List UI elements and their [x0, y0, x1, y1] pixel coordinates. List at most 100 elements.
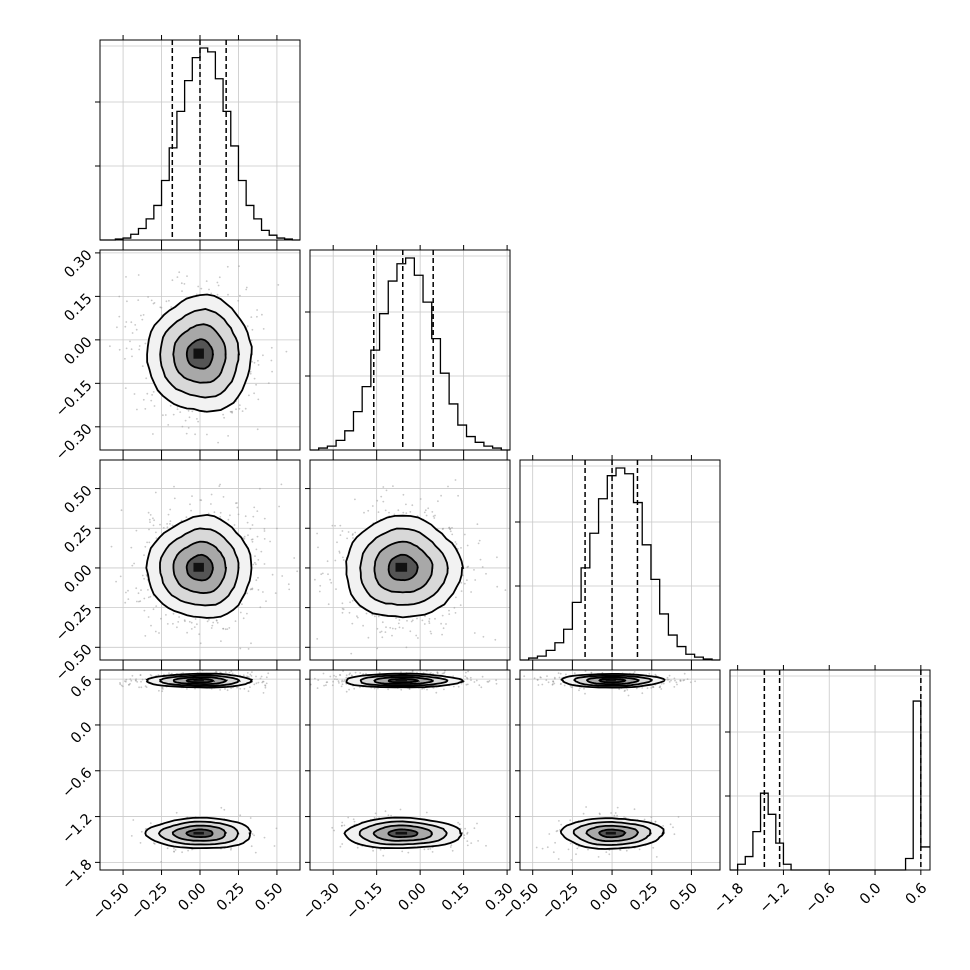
- sample-point: [274, 592, 277, 594]
- y-tick-label: 0.15: [62, 291, 96, 325]
- sample-point: [388, 511, 390, 514]
- contour-line: [145, 513, 253, 619]
- sample-point: [411, 619, 414, 622]
- sample-point: [473, 632, 476, 634]
- contour-line: [358, 820, 448, 846]
- sample-point: [146, 541, 149, 544]
- sample-point: [254, 561, 256, 564]
- sample-point: [481, 566, 484, 568]
- sample-point: [190, 628, 193, 630]
- panel-border: [99, 669, 301, 871]
- sample-point: [245, 288, 248, 291]
- sample-point: [442, 627, 445, 630]
- sample-point: [668, 681, 671, 683]
- sample-point: [193, 626, 196, 628]
- sample-point: [237, 513, 240, 516]
- contour-line: [345, 672, 465, 689]
- panel-border: [519, 459, 721, 661]
- sample-point: [217, 441, 220, 444]
- sample-point: [187, 849, 190, 852]
- sample-point: [222, 413, 225, 416]
- contour-line: [372, 824, 433, 842]
- sample-point: [234, 620, 237, 622]
- sample-point: [256, 428, 259, 431]
- sample-point: [576, 847, 579, 850]
- sample-point: [222, 627, 225, 630]
- sample-point: [166, 523, 169, 525]
- sample-point: [342, 670, 344, 672]
- sample-point: [130, 546, 133, 549]
- density-peak: [193, 831, 204, 835]
- sample-point: [342, 556, 344, 559]
- sample-point: [250, 845, 253, 848]
- sample-point: [650, 687, 653, 689]
- sample-point: [558, 820, 560, 822]
- sample-point: [319, 584, 322, 587]
- sample-point: [144, 408, 147, 410]
- sample-point: [425, 811, 428, 814]
- sample-point: [213, 511, 216, 514]
- sample-point: [154, 630, 157, 633]
- sample-point: [122, 685, 124, 688]
- sample-point: [135, 328, 138, 331]
- sample-point: [416, 617, 418, 620]
- sample-point: [573, 672, 576, 675]
- sample-point: [155, 605, 158, 607]
- sample-point: [569, 842, 572, 845]
- sample-point: [181, 851, 184, 854]
- sample-point: [250, 588, 253, 590]
- sample-point: [354, 498, 356, 501]
- sample-point: [683, 679, 686, 681]
- contour-line: [144, 816, 252, 850]
- sample-point: [385, 489, 388, 492]
- sample-point: [351, 534, 354, 536]
- sample-point: [95, 688, 97, 690]
- sample-point: [340, 825, 343, 827]
- sample-point: [152, 608, 155, 611]
- sample-point: [143, 609, 146, 612]
- sample-point: [273, 845, 276, 847]
- sample-point: [262, 328, 265, 330]
- sample-point: [570, 859, 573, 861]
- sample-point: [244, 515, 247, 518]
- sample-point: [255, 548, 258, 551]
- sample-point: [215, 619, 218, 622]
- sample-point: [453, 606, 456, 609]
- sample-point: [673, 677, 676, 680]
- sample-point: [384, 631, 387, 633]
- y-tick-label: −0.30: [53, 421, 96, 464]
- sample-point: [641, 687, 644, 689]
- sample-point: [157, 674, 160, 676]
- sample-point: [552, 851, 555, 854]
- sample-point: [373, 687, 376, 690]
- sample-point: [260, 675, 263, 678]
- sample-point: [400, 688, 403, 691]
- sample-point: [339, 674, 342, 676]
- x-tick-label: 0.50: [252, 880, 286, 914]
- sample-point: [275, 827, 278, 830]
- sample-point: [451, 849, 454, 852]
- sample-point: [541, 847, 544, 850]
- sample-point: [546, 846, 549, 849]
- sample-point: [540, 676, 542, 679]
- sample-point: [339, 845, 342, 848]
- sample-point: [424, 615, 426, 618]
- sample-point: [448, 609, 450, 612]
- contour-line: [185, 553, 214, 582]
- sample-point: [417, 637, 419, 639]
- sample-point: [149, 674, 152, 676]
- sample-point: [455, 596, 457, 599]
- sample-point: [190, 621, 193, 624]
- sample-point: [421, 619, 424, 622]
- sample-point: [347, 531, 350, 533]
- sample-point: [597, 856, 600, 858]
- sample-point: [145, 686, 148, 688]
- sample-point: [323, 684, 325, 687]
- sample-point: [559, 829, 561, 831]
- sample-point: [239, 294, 241, 297]
- sample-point: [463, 837, 465, 839]
- sample-point: [582, 812, 585, 815]
- sample-point: [153, 405, 156, 407]
- sample-point: [377, 615, 380, 618]
- sample-point: [337, 680, 340, 683]
